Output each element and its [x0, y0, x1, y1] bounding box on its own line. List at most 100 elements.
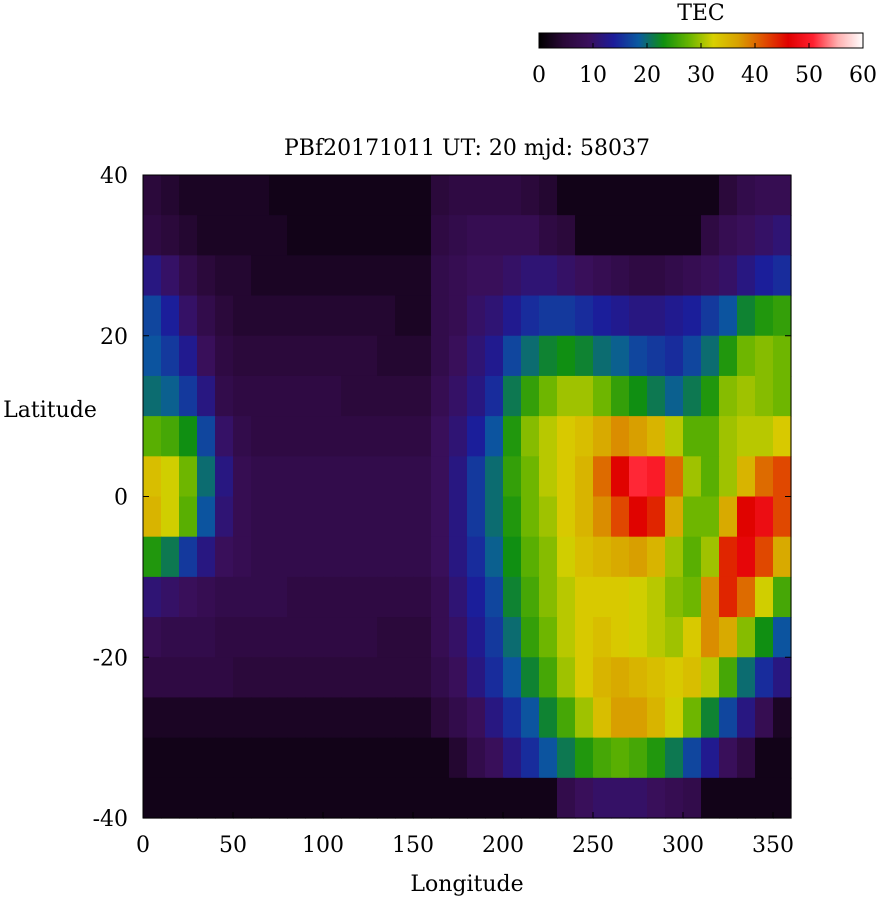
heatmap-cell	[701, 657, 720, 699]
heatmap-cell	[287, 737, 306, 779]
heatmap-cell	[233, 255, 252, 297]
heatmap-cell	[755, 456, 774, 498]
heatmap-cell	[269, 777, 288, 819]
heatmap-cell	[197, 175, 216, 216]
heatmap-cell	[521, 335, 540, 377]
heatmap-cell	[719, 175, 738, 216]
heatmap-cell	[197, 496, 216, 538]
heatmap-cell	[467, 335, 486, 377]
heatmap-cell	[449, 375, 468, 417]
x-tick-label: 150	[392, 833, 434, 858]
heatmap-cell	[521, 737, 540, 779]
heatmap-cell	[629, 496, 648, 538]
x-tick-label: 250	[572, 833, 614, 858]
heatmap-cell	[233, 536, 252, 578]
heatmap-cell	[719, 255, 738, 297]
heatmap-cell	[611, 737, 630, 779]
heatmap-cell	[467, 295, 486, 337]
heatmap-cell	[431, 576, 450, 618]
heatmap-cell	[143, 456, 162, 498]
heatmap-cell	[665, 456, 684, 498]
heatmap-cell	[215, 777, 234, 819]
heatmap-cell	[377, 175, 396, 216]
heatmap-cell	[359, 576, 378, 618]
heatmap-cell	[233, 375, 252, 417]
heatmap-cell	[611, 496, 630, 538]
heatmap-cell	[755, 335, 774, 377]
heatmap-cell	[629, 456, 648, 498]
heatmap-cell	[179, 576, 198, 618]
heatmap-cell	[269, 576, 288, 618]
heatmap-cell	[341, 255, 360, 297]
heatmap-cell	[629, 416, 648, 457]
heatmap-cell	[359, 175, 378, 216]
heatmap-cell	[413, 295, 432, 337]
heatmap-cell	[197, 416, 216, 457]
heatmap-cell	[431, 335, 450, 377]
heatmap-cell	[287, 456, 306, 498]
heatmap-cell	[485, 617, 504, 658]
heatmap-cell	[575, 295, 594, 337]
heatmap-cell	[647, 576, 666, 618]
heatmap-cell	[233, 416, 252, 457]
heatmap-cell	[755, 375, 774, 417]
heatmap-cell	[197, 737, 216, 779]
heatmap-cell	[521, 576, 540, 618]
heatmap-cell	[233, 456, 252, 498]
heatmap-cell	[269, 617, 288, 658]
heatmap-cell	[557, 617, 576, 658]
heatmap-cell	[431, 456, 450, 498]
heatmap-cell	[665, 617, 684, 658]
heatmap-cell	[773, 255, 792, 297]
heatmap-cell	[323, 617, 342, 658]
colorbar-label: TEC	[677, 1, 725, 26]
heatmap-cell	[701, 255, 720, 297]
heatmap-cell	[143, 617, 162, 658]
heatmap-cell	[161, 737, 180, 779]
heatmap-cell	[161, 215, 180, 256]
heatmap-cell	[521, 215, 540, 256]
heatmap-cell	[485, 456, 504, 498]
heatmap-cell	[251, 335, 270, 377]
heatmap-cell	[575, 215, 594, 256]
heatmap-cell	[287, 536, 306, 578]
heatmap-cell	[341, 617, 360, 658]
heatmap-cell	[251, 215, 270, 256]
heatmap-cell	[161, 416, 180, 457]
heatmap-cell	[269, 416, 288, 457]
heatmap-cell	[269, 657, 288, 699]
heatmap-cell	[701, 536, 720, 578]
heatmap-cell	[701, 335, 720, 377]
heatmap-cell	[395, 697, 414, 739]
heatmap-cell	[611, 215, 630, 256]
heatmap-cell	[269, 215, 288, 256]
heatmap-cell	[341, 777, 360, 819]
heatmap-cell	[773, 617, 792, 658]
heatmap-cell	[665, 737, 684, 779]
heatmap-cell	[701, 375, 720, 417]
heatmap-cell	[377, 657, 396, 699]
heatmap-cell	[575, 335, 594, 377]
heatmap-cell	[287, 175, 306, 216]
heatmap-cell	[377, 536, 396, 578]
heatmap-cell	[629, 617, 648, 658]
heatmap-cell	[341, 375, 360, 417]
heatmap-cell	[539, 737, 558, 779]
heatmap-cell	[305, 496, 324, 538]
heatmap-cell	[539, 375, 558, 417]
heatmap-cell	[737, 375, 756, 417]
heatmap-cell	[215, 295, 234, 337]
heatmap-cell	[683, 456, 702, 498]
heatmap-cell	[287, 335, 306, 377]
heatmap-cell	[323, 657, 342, 699]
heatmap-cell	[395, 255, 414, 297]
heatmap-cell	[161, 295, 180, 337]
heatmap-cell	[665, 255, 684, 297]
heatmap-cell	[215, 215, 234, 256]
heatmap-cell	[755, 657, 774, 699]
heatmap-cell	[143, 416, 162, 457]
heatmap-cell	[179, 737, 198, 779]
heatmap-cell	[251, 456, 270, 498]
heatmap-cell	[629, 576, 648, 618]
heatmap-cell	[359, 375, 378, 417]
